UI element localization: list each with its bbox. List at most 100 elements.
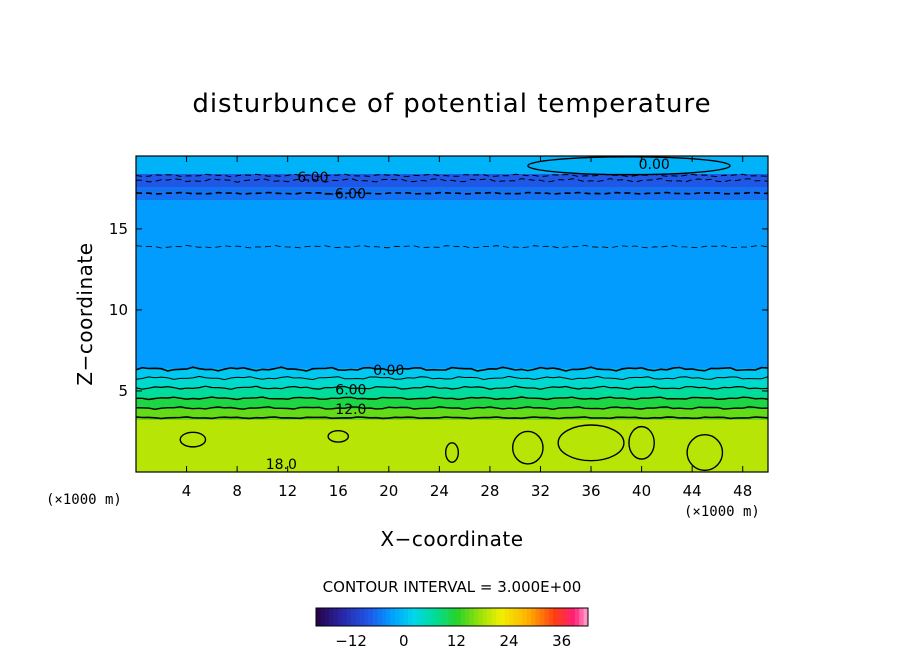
colorbar-cell [355, 608, 361, 626]
contour-line [136, 375, 768, 381]
colorbar-cell [552, 608, 558, 626]
colorbar-cell [351, 608, 356, 626]
contour-blob [327, 429, 350, 443]
contour-blob [628, 425, 655, 460]
colorbar-cell [316, 608, 321, 626]
colorbar-cell [509, 608, 514, 626]
colorbar-cell [482, 608, 488, 626]
contour-label: −6.00 [323, 186, 366, 202]
colorbar-cell [434, 608, 440, 626]
contour-line [136, 385, 768, 390]
colorbar-cell [386, 608, 391, 626]
x-unit-label: (×1000 m) [684, 504, 760, 520]
contour-label: 6.00 [297, 170, 328, 186]
colorbar-cell [381, 608, 387, 626]
colorbar-cell [447, 608, 453, 626]
contour-line [136, 416, 768, 420]
contour-blob [511, 430, 544, 465]
colorbar-cell [329, 608, 334, 626]
colorbar-cell [452, 608, 457, 626]
colorbar-cell [333, 608, 339, 626]
colorbar: −12 0 12 24 36 [315, 607, 589, 650]
x-tick-label: 12 [278, 482, 297, 500]
colorbar-cell [373, 608, 378, 626]
colorbar-cell [570, 608, 576, 626]
colorbar-cell [522, 608, 527, 626]
x-axis-label: X−coordinate [380, 527, 523, 551]
colorbar-cell [368, 608, 374, 626]
colorbar-cell [460, 608, 466, 626]
colorbar-cell [394, 608, 400, 626]
colorbar-frame [315, 607, 589, 627]
y-unit-label: (×1000 m) [46, 492, 122, 508]
contour-blob [557, 424, 625, 462]
contour-label: 12.0 [335, 402, 366, 418]
colorbar-cell [469, 608, 475, 626]
colorbar-cell [443, 608, 448, 626]
contour-line [136, 245, 768, 249]
colorbar-cell [425, 608, 431, 626]
colorbar-tick-label: −12 [335, 632, 367, 650]
x-tick-label: 40 [632, 482, 651, 500]
x-tick-label: 28 [480, 482, 499, 500]
temperature-field [136, 156, 768, 472]
colorbar-cell [539, 608, 545, 626]
x-tick-label: 20 [379, 482, 398, 500]
colorbar-cell [364, 608, 369, 626]
x-axis-ticks: 4 8 12 16 20 24 28 32 36 40 44 48 [182, 156, 752, 500]
colorbar-cell [478, 608, 484, 626]
x-tick-label: 4 [182, 482, 192, 500]
contour-label: 0.00 [639, 157, 670, 173]
colorbar-cell [561, 608, 567, 626]
colorbar-cell [337, 608, 343, 626]
contour-interval-text: CONTOUR INTERVAL = 3.000E+00 [323, 578, 582, 596]
colorbar-cell [359, 608, 365, 626]
x-tick-label: 36 [581, 482, 600, 500]
colorbar-tick-label: 24 [499, 632, 518, 650]
colorbar-cell [390, 608, 396, 626]
contour-label: 18.0 [266, 457, 297, 473]
colorbar-cell [456, 608, 462, 626]
colorbar-cell [342, 608, 348, 626]
colorbar-cell [473, 608, 479, 626]
contour-line [136, 396, 768, 401]
colorbar-cell [324, 608, 330, 626]
colorbar-cell [557, 608, 562, 626]
colorbar-cell [535, 608, 541, 626]
colorbar-cell [504, 608, 510, 626]
contour-blob [686, 434, 724, 472]
colorbar-cell [465, 608, 470, 626]
y-axis-ticks: 5 10 15 [109, 220, 768, 400]
colorbar-cell [495, 608, 501, 626]
contour-line [136, 177, 768, 183]
x-tick-label: 48 [733, 482, 752, 500]
colorbar-cell [579, 608, 584, 626]
y-axis-label: Z−coordinate [73, 242, 97, 385]
colorbar-cell [530, 608, 536, 626]
colorbar-tick-label: 36 [552, 632, 571, 650]
colorbar-cell [408, 608, 413, 626]
x-tick-label: 8 [232, 482, 242, 500]
colorbar-cell [517, 608, 523, 626]
contour-line [136, 366, 768, 372]
colorbar-cell [544, 608, 549, 626]
colorbar-cell [491, 608, 497, 626]
contour-blob [527, 156, 731, 176]
contour-blob [179, 431, 207, 448]
contour-line [136, 191, 768, 195]
colorbar-cell [513, 608, 519, 626]
colorbar-cell [438, 608, 444, 626]
colorbar-cell [403, 608, 409, 626]
x-tick-label: 16 [329, 482, 348, 500]
contour-line [136, 173, 768, 178]
colorbar-tick-label: 12 [447, 632, 466, 650]
y-tick-label: 5 [118, 382, 128, 400]
contour-label: 6.00 [335, 382, 366, 398]
contour-line [136, 406, 768, 411]
colorbar-cell [399, 608, 405, 626]
colorbar-cell [487, 608, 492, 626]
plot-frame [135, 155, 769, 473]
chart-title: disturbunce of potential temperature [192, 89, 711, 119]
